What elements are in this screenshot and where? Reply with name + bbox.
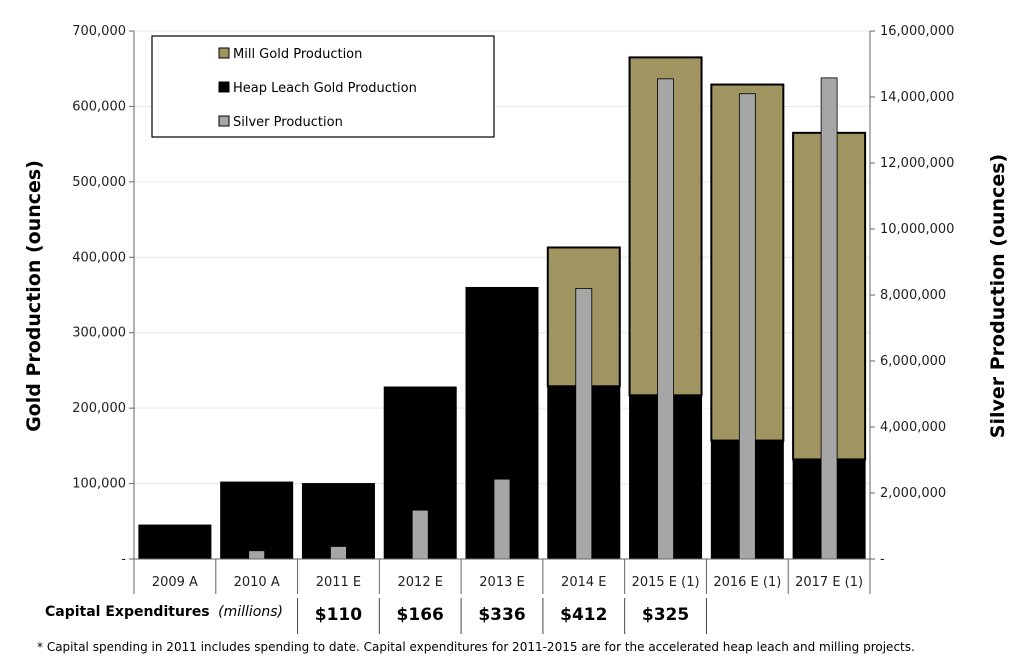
y2-tick-label: 8,000,000 xyxy=(880,288,946,303)
x-tick-label: 2015 E (1) xyxy=(632,575,700,590)
legend-swatch xyxy=(218,115,230,127)
y2-tick-label: 14,000,000 xyxy=(880,90,954,105)
legend-label: Silver Production xyxy=(233,115,343,130)
x-tick-label: 2017 E (1) xyxy=(795,575,863,590)
legend-swatch xyxy=(218,81,230,93)
legend: Mill Gold Production Heap Leach Gold Prod… xyxy=(151,35,495,138)
y2-tick-label: 4,000,000 xyxy=(880,420,946,435)
y2-tick-label: 6,000,000 xyxy=(880,354,946,369)
y-tick-label: 300,000 xyxy=(72,326,126,341)
y2-tick-label: - xyxy=(880,552,885,567)
x-tick-label: 2014 E xyxy=(561,575,606,590)
y2-tick-label: 2,000,000 xyxy=(880,486,946,501)
capex-label-text: Capital Expenditures (millions) xyxy=(45,603,283,620)
silver-bar xyxy=(575,287,593,560)
silver-bar xyxy=(820,77,838,560)
legend-label: Mill Gold Production xyxy=(233,47,362,62)
y-tick-label: 400,000 xyxy=(72,250,126,265)
silver-bar xyxy=(330,546,347,560)
bars xyxy=(138,56,867,560)
x-tick-label: 2012 E xyxy=(398,575,443,590)
y-tick-label: 200,000 xyxy=(72,401,126,416)
silver-bar xyxy=(738,93,756,560)
capex-value: $336 xyxy=(478,605,525,625)
x-tick-label: 2016 E (1) xyxy=(713,575,781,590)
y-axis-title: Gold Production (ounces) xyxy=(23,160,45,432)
y2-axis-title: Silver Production (ounces) xyxy=(987,154,1009,438)
y2-tick-label: 10,000,000 xyxy=(880,222,954,237)
tick-labels: - 100,000 200,000 300,000 400,000 500,000 600,… xyxy=(72,24,954,590)
capex-row: Capital Expenditures (millions) $110 $166… xyxy=(45,598,707,634)
silver-bar xyxy=(248,550,266,560)
axes xyxy=(129,30,875,594)
capex-value: $325 xyxy=(642,605,689,625)
capex-value: $110 xyxy=(315,605,362,625)
y-tick-label: 600,000 xyxy=(72,99,126,114)
silver-bar xyxy=(493,478,511,560)
x-tick-label: 2010 A xyxy=(234,575,280,590)
x-tick-label: 2013 E xyxy=(479,575,524,590)
y2-tick-label: 12,000,000 xyxy=(880,156,954,171)
heap-leach-bar xyxy=(220,481,294,560)
y-tick-label: - xyxy=(121,552,126,567)
footnote: * Capital spending in 2011 includes spen… xyxy=(37,640,915,654)
x-tick-label: 2009 A xyxy=(152,575,198,590)
legend-box xyxy=(151,35,495,138)
x-tick-label: 2011 E xyxy=(316,575,361,590)
y-tick-label: 100,000 xyxy=(72,477,126,492)
silver-bar xyxy=(657,78,674,560)
y2-tick-label: 16,000,000 xyxy=(880,24,954,39)
y-tick-label: 500,000 xyxy=(72,175,126,190)
y-tick-label: 700,000 xyxy=(72,24,126,39)
silver-bar xyxy=(411,509,429,560)
heap-leach-bar xyxy=(138,524,212,560)
capex-value: $412 xyxy=(560,605,607,625)
legend-label: Heap Leach Gold Production xyxy=(233,81,417,96)
capex-value: $166 xyxy=(397,605,444,625)
legend-swatch xyxy=(218,47,230,59)
